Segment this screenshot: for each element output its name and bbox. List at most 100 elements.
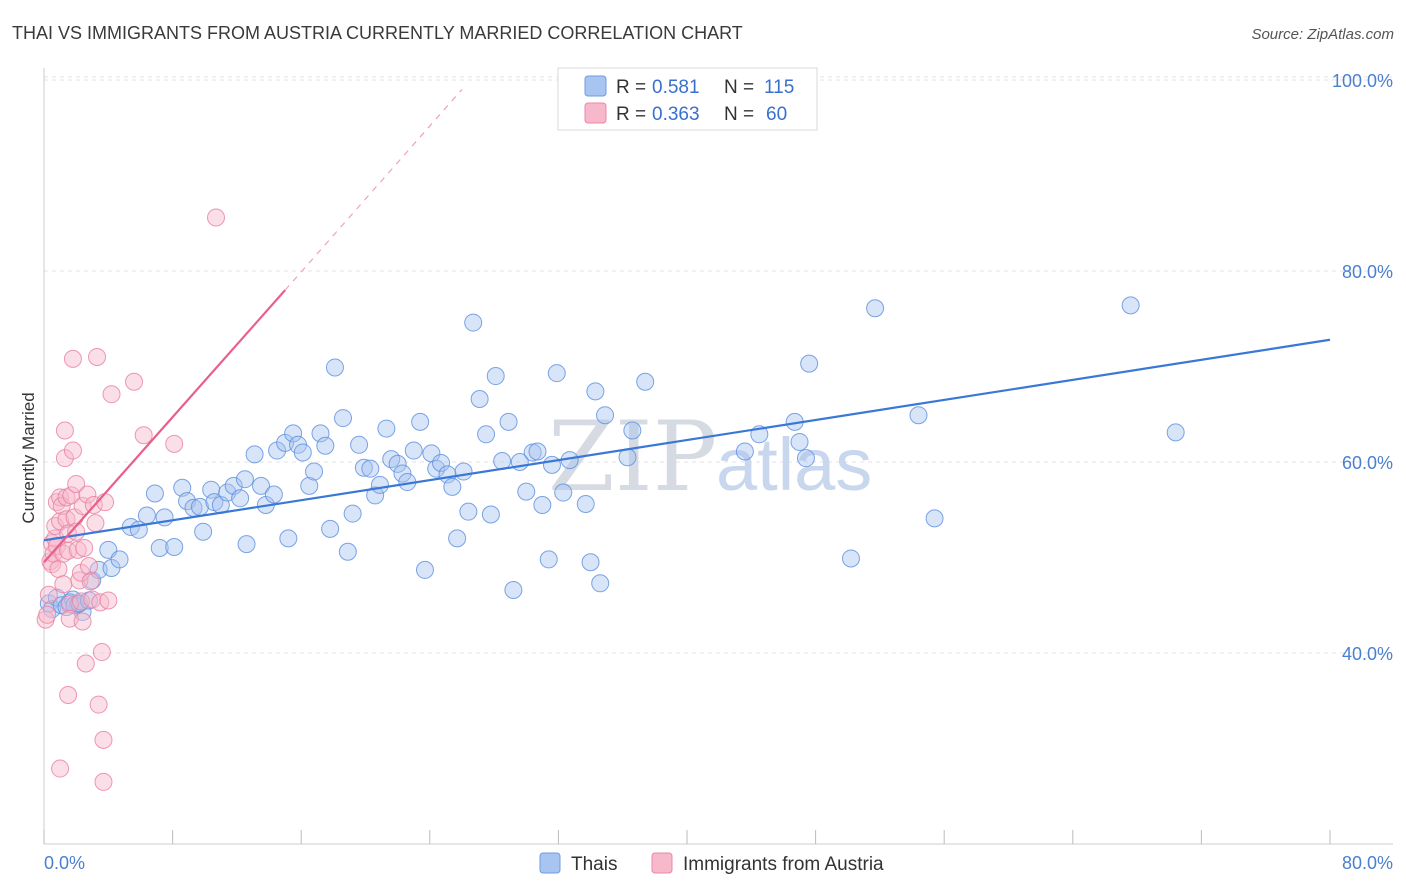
point-thais-35 xyxy=(235,470,254,489)
point-thais-107 xyxy=(796,449,815,468)
y-axis-label: Currently Married xyxy=(19,392,38,523)
point-austria-55 xyxy=(165,434,184,453)
point-thais-38 xyxy=(252,476,271,495)
point-austria-44 xyxy=(88,347,107,366)
point-thais-101 xyxy=(623,421,642,440)
legend-n-label-austria: N = xyxy=(724,104,754,125)
point-thais-28 xyxy=(194,522,213,541)
grid xyxy=(44,76,1393,654)
axes xyxy=(43,68,1393,845)
point-thais-112 xyxy=(925,509,944,528)
legend-n-value-austria: 60 xyxy=(766,104,787,125)
point-thais-40 xyxy=(264,485,283,504)
point-thais-106 xyxy=(790,432,809,451)
legend-n-label-thais: N = xyxy=(724,77,754,98)
point-austria-15 xyxy=(54,544,73,563)
point-thais-50 xyxy=(316,436,335,455)
point-austria-45 xyxy=(89,695,108,714)
y-tick-label-40: 40.0% xyxy=(1342,644,1393,664)
point-austria-57 xyxy=(51,759,70,778)
point-thais-53 xyxy=(333,409,352,428)
point-thais-73 xyxy=(443,477,462,496)
point-thais-48 xyxy=(305,462,324,481)
scatter-points xyxy=(36,208,1185,791)
point-thais-80 xyxy=(481,505,500,524)
point-austria-52 xyxy=(102,385,121,404)
point-thais-86 xyxy=(517,482,536,501)
point-austria-59 xyxy=(73,612,92,631)
point-thais-66 xyxy=(404,441,423,460)
point-thais-102 xyxy=(636,372,655,391)
point-austria-27 xyxy=(63,349,82,368)
point-thais-47 xyxy=(300,476,319,495)
point-thais-84 xyxy=(504,580,523,599)
point-thais-99 xyxy=(596,406,615,425)
legend-r-label-thais: R = xyxy=(616,77,646,98)
point-thais-43 xyxy=(279,529,298,548)
point-thais-51 xyxy=(321,519,340,538)
point-thais-77 xyxy=(464,313,483,332)
point-thais-74 xyxy=(448,529,467,548)
y-tick-label-60: 60.0% xyxy=(1342,453,1393,473)
trend-line-thais xyxy=(43,338,1331,542)
point-austria-26 xyxy=(63,441,82,460)
correlation-legend: R = 0.581 N = 115 R = 0.363 N = 60 xyxy=(557,67,818,131)
legend-swatch-austria xyxy=(584,102,607,124)
bottom-legend-label-austria: Immigrants from Austria xyxy=(683,854,884,875)
point-austria-29 xyxy=(67,474,86,493)
trend-line-austria xyxy=(43,289,286,564)
point-thais-59 xyxy=(366,486,385,505)
x-tick-label-max: 80.0% xyxy=(1342,853,1393,873)
point-austria-40 xyxy=(81,572,100,591)
point-austria-53 xyxy=(125,372,144,391)
point-thais-91 xyxy=(542,455,561,474)
point-austria-23 xyxy=(60,595,79,614)
y-tick-label-100: 100.0% xyxy=(1332,71,1393,91)
point-thais-71 xyxy=(432,453,451,472)
point-austria-39 xyxy=(80,557,99,576)
bottom-legend-swatch-thais xyxy=(539,852,561,874)
point-thais-56 xyxy=(350,435,369,454)
point-thais-36 xyxy=(237,535,256,554)
point-thais-34 xyxy=(231,489,250,508)
legend-swatch-thais xyxy=(584,75,607,97)
point-austria-47 xyxy=(92,643,111,662)
point-thais-79 xyxy=(477,425,496,444)
point-thais-52 xyxy=(325,358,344,377)
point-thais-113 xyxy=(1121,296,1140,315)
point-thais-46 xyxy=(293,443,312,462)
point-thais-108 xyxy=(800,354,819,373)
point-austria-54 xyxy=(134,426,153,445)
point-thais-19 xyxy=(137,506,156,525)
series-legend: Thais Immigrants from Austria xyxy=(539,852,884,875)
point-thais-96 xyxy=(581,553,600,572)
point-austria-49 xyxy=(94,772,113,791)
legend-n-value-thais: 115 xyxy=(764,77,794,98)
point-austria-56 xyxy=(207,208,226,227)
point-austria-17 xyxy=(55,421,74,440)
legend-r-label-austria: R = xyxy=(616,104,646,125)
point-thais-61 xyxy=(377,419,396,438)
chart-source: Source: ZipAtlas.com xyxy=(1251,26,1394,43)
point-thais-110 xyxy=(866,299,885,318)
point-thais-70 xyxy=(427,459,446,478)
point-thais-90 xyxy=(539,550,558,569)
point-thais-54 xyxy=(338,542,357,561)
point-thais-81 xyxy=(486,367,505,386)
point-austria-25 xyxy=(62,486,81,505)
point-thais-88 xyxy=(528,442,547,461)
point-austria-51 xyxy=(99,591,118,610)
legend-r-value-thais: 0.581 xyxy=(652,77,700,98)
point-thais-114 xyxy=(1166,423,1185,442)
point-austria-48 xyxy=(94,730,113,749)
point-thais-109 xyxy=(841,549,860,568)
point-thais-92 xyxy=(547,364,566,383)
trend-lines xyxy=(43,89,1331,564)
y-tick-labels: 40.0% 60.0% 80.0% 100.0% xyxy=(1332,71,1393,664)
point-austria-34 xyxy=(71,592,90,611)
point-austria-31 xyxy=(68,540,87,559)
point-thais-63 xyxy=(388,454,407,473)
point-thais-75 xyxy=(454,462,473,481)
point-thais-16 xyxy=(110,550,129,569)
